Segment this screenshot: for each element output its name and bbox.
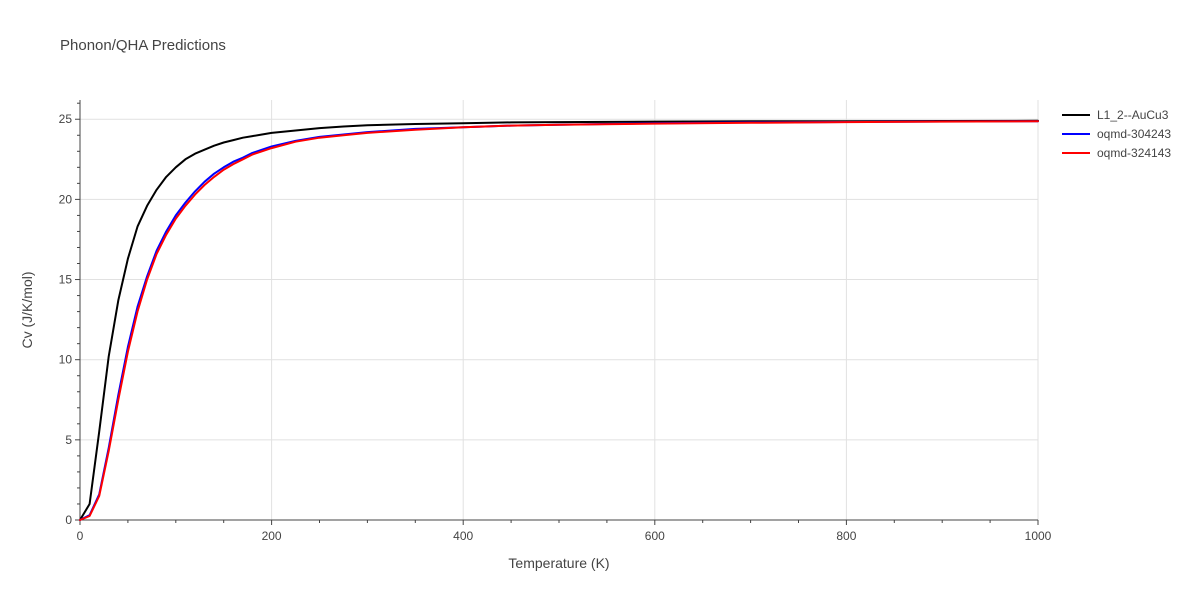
x-axis-title: Temperature (K) xyxy=(508,555,609,571)
y-axis-title: Cv (J/K/mol) xyxy=(19,272,35,349)
x-tick-label: 800 xyxy=(836,529,856,543)
series-line-L1_2--AuCu3 xyxy=(79,119,1039,521)
axes: 0 200 400 600 800 1000 0 5 10 15 20 25 xyxy=(59,100,1052,543)
legend-item-L1_2--AuCu3[interactable]: L1_2--AuCu3 xyxy=(1062,108,1169,122)
legend-label: L1_2--AuCu3 xyxy=(1097,108,1169,122)
y-tick-label: 0 xyxy=(65,513,72,527)
plot-area xyxy=(79,119,1039,521)
legend-item-oqmd-324143[interactable]: oqmd-324143 xyxy=(1062,146,1171,160)
y-tick-label: 25 xyxy=(59,112,73,126)
chart-title: Phonon/QHA Predictions xyxy=(60,37,226,54)
x-tick-label: 200 xyxy=(262,529,282,543)
y-tick-label: 5 xyxy=(65,433,72,447)
x-tick-label: 400 xyxy=(453,529,473,543)
x-tick-label: 600 xyxy=(645,529,665,543)
legend[interactable]: L1_2--AuCu3 oqmd-304243 oqmd-324143 xyxy=(1062,108,1171,160)
legend-label: oqmd-304243 xyxy=(1097,127,1171,141)
series-line-oqmd-304243 xyxy=(79,120,1039,521)
legend-label: oqmd-324143 xyxy=(1097,146,1171,160)
y-tick-label: 15 xyxy=(59,273,73,287)
grid xyxy=(80,100,1039,520)
series-line-oqmd-324143 xyxy=(79,120,1039,521)
legend-item-oqmd-304243[interactable]: oqmd-304243 xyxy=(1062,127,1171,141)
x-tick-label: 0 xyxy=(77,529,84,543)
x-tick-label: 1000 xyxy=(1025,529,1052,543)
y-tick-label: 20 xyxy=(59,192,73,206)
y-tick-label: 10 xyxy=(59,353,73,367)
